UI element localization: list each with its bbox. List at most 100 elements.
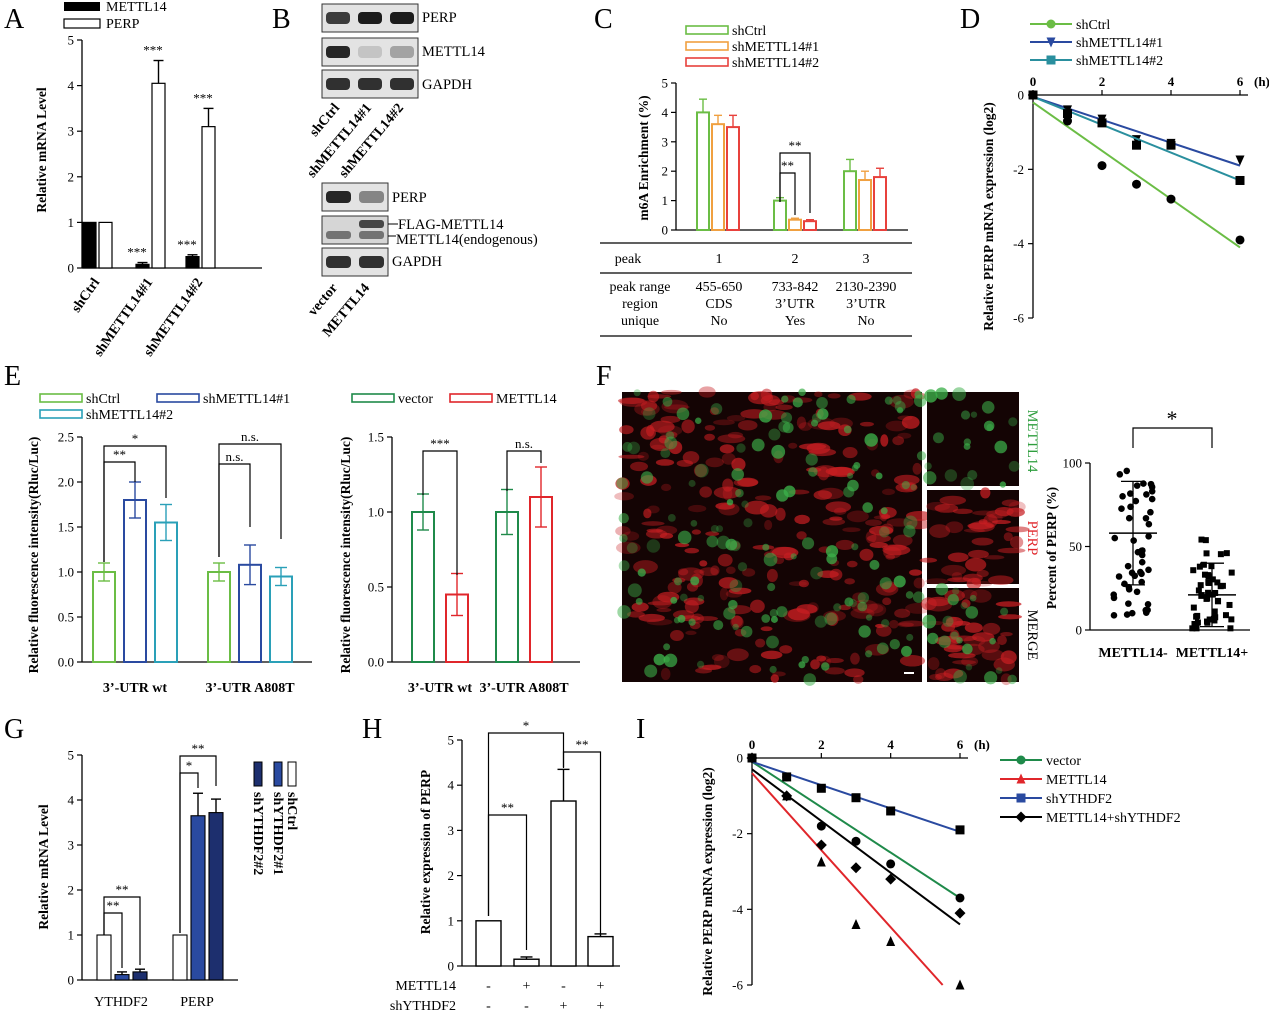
band-label: PERP <box>392 190 427 206</box>
blot-band <box>359 191 384 203</box>
data-point <box>1145 532 1152 540</box>
y-tick-label: 0.0 <box>368 655 384 670</box>
micrograph-cell <box>718 577 739 589</box>
micrograph-cell <box>699 486 713 498</box>
data-point <box>850 862 862 874</box>
legend-swatch <box>351 393 395 403</box>
micrograph-cell <box>998 614 1023 620</box>
bar-condition <box>587 935 614 967</box>
micrograph-cell <box>796 416 807 429</box>
significance-bracket <box>179 755 217 933</box>
data-point <box>1132 497 1140 505</box>
bar-perp <box>151 82 166 269</box>
data-point <box>885 873 897 885</box>
micrograph-nucleus <box>723 607 736 620</box>
micrograph-cell <box>997 547 1026 554</box>
micrograph-cell <box>972 510 998 516</box>
micrograph-nucleus <box>644 664 658 678</box>
data-point <box>1211 617 1218 624</box>
micrograph-cell <box>727 431 744 439</box>
significance-label: ** <box>789 138 802 153</box>
micrograph-cell <box>656 607 672 613</box>
micrograph-nucleus <box>865 614 873 621</box>
micrograph-nucleus <box>935 582 949 596</box>
micrograph-nucleus <box>642 407 656 420</box>
micrograph-cell <box>945 521 964 534</box>
legend-label: shMETTL14#2 <box>86 408 173 423</box>
micrograph-nucleus <box>926 632 939 645</box>
data-point <box>1189 625 1196 632</box>
micrograph-nucleus <box>825 545 839 558</box>
data-point <box>1235 155 1245 166</box>
micrograph-cell <box>882 544 907 551</box>
micrograph-nucleus <box>962 643 973 655</box>
significance-bracket <box>422 450 458 575</box>
micrograph-nucleus <box>769 665 777 674</box>
data-point <box>1195 587 1202 594</box>
blot-band <box>326 12 350 24</box>
y-tick-label: 2.0 <box>58 475 74 490</box>
micrograph-cell <box>615 526 631 536</box>
micrograph-cell <box>946 644 965 650</box>
micrograph-cell <box>670 629 684 642</box>
data-point <box>1148 495 1156 503</box>
band-label: FLAG-METTL14 <box>398 217 504 233</box>
data-point <box>1142 514 1150 522</box>
micrograph-cell <box>677 568 689 576</box>
data-point <box>1116 471 1124 478</box>
micrograph-cell <box>655 459 675 466</box>
bar-mettl14 <box>82 221 97 269</box>
micrograph-nucleus <box>619 534 628 543</box>
micrograph-nucleus <box>670 596 678 604</box>
y-axis-label: Relative mRNA Level <box>36 804 51 929</box>
data-point <box>1205 573 1212 580</box>
data-point <box>1228 569 1235 576</box>
bar-shythdf2#2 <box>132 971 148 981</box>
data-point <box>1147 508 1154 516</box>
y-tick-label: 1 <box>662 193 669 208</box>
blot-band <box>359 220 384 228</box>
significance-label: ** <box>192 741 205 756</box>
micrograph-cell <box>925 578 949 585</box>
band-label: METTL14 <box>422 44 486 60</box>
row-mark: + <box>523 979 531 994</box>
micrograph-cell <box>704 433 715 441</box>
micrograph-cell <box>685 630 697 636</box>
micrograph-nucleus <box>782 422 794 434</box>
micrograph-nucleus <box>726 498 734 506</box>
micrograph-cell <box>898 620 926 627</box>
legend-swatch <box>685 57 729 67</box>
micrograph-cell <box>935 672 954 682</box>
micrograph-cell <box>817 570 839 579</box>
row-label: METTL14 <box>395 979 456 994</box>
data-point <box>1222 612 1229 619</box>
micrograph-nucleus <box>994 440 1008 454</box>
legend-label: shMETTL14#2 <box>732 56 819 71</box>
data-point <box>1097 118 1107 128</box>
legend-label: shYTHDF2#1 <box>270 792 285 875</box>
micrograph-nucleus <box>869 559 880 570</box>
micrograph-nucleus <box>847 479 859 492</box>
micrograph-nucleus <box>965 663 973 671</box>
y-tick-label: 3 <box>448 823 455 838</box>
bar-shctrl <box>172 934 188 981</box>
micrograph-nucleus <box>923 471 937 485</box>
micrograph-nucleus <box>889 638 900 650</box>
micrograph-cell <box>873 515 890 520</box>
legend-label: shCtrl <box>1076 18 1110 33</box>
band-label: PERP <box>422 10 457 26</box>
micrograph-nucleus <box>875 472 883 480</box>
micrograph-cell <box>693 569 705 574</box>
micrograph-nucleus <box>690 520 698 527</box>
micrograph-cell <box>826 612 839 626</box>
micrograph-cell <box>1006 507 1025 517</box>
table-cell: region <box>622 297 658 312</box>
micrograph-cell <box>798 579 810 588</box>
micrograph-nucleus <box>729 579 743 593</box>
micrograph-cell <box>683 597 705 606</box>
micrograph-nucleus <box>857 601 868 612</box>
data-point <box>1209 576 1216 583</box>
x-unit-label: (h) <box>1254 74 1269 89</box>
micrograph-nucleus <box>664 436 678 450</box>
